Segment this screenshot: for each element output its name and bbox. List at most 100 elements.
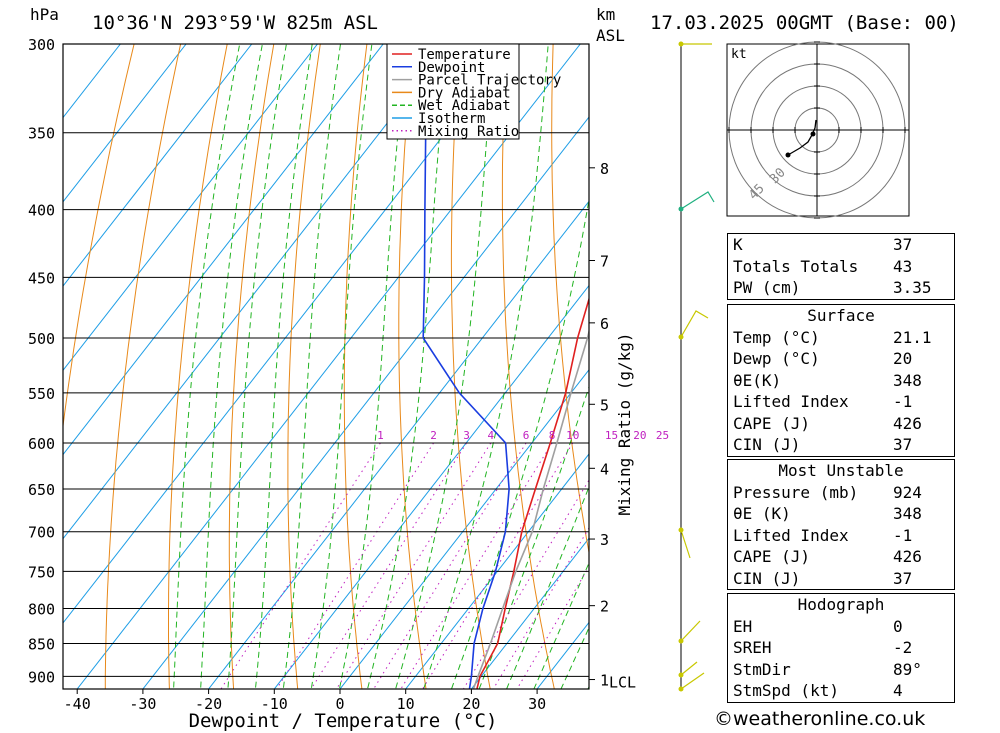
row-value: 89°	[893, 659, 922, 679]
row-value: 4	[893, 681, 903, 700]
row-value: -1	[893, 392, 913, 411]
km-label: km	[596, 5, 615, 24]
mixing-ratio-label: 3	[463, 429, 470, 442]
row-label: θE(K)	[733, 370, 782, 390]
table-row: CIN (J) 37	[728, 434, 954, 456]
mixing-ratio-line	[310, 442, 468, 689]
pressure-tick-label: 500	[28, 330, 55, 348]
row-value: 0	[893, 616, 903, 636]
row-value: 3.35	[893, 278, 932, 297]
legend-entry: Parcel Trajectory	[418, 73, 561, 89]
table-row: K 37	[728, 234, 954, 256]
wind-barb	[680, 529, 691, 559]
row-value: -1	[893, 525, 913, 545]
dry-adiabat-line	[972, 44, 1000, 708]
isotherm-line	[405, 453, 589, 689]
height-tick-label: 4	[600, 460, 609, 478]
legend-box	[386, 43, 520, 140]
asl-label: ASL	[596, 26, 625, 45]
mixing-ratio-line	[516, 565, 589, 689]
table-row: StmSpd (kt) 4	[728, 680, 954, 702]
hodograph-end-dot	[785, 152, 791, 158]
pressure-tick-label: 750	[28, 563, 55, 581]
x-tick-label: 0	[335, 695, 344, 713]
row-label: StmSpd (kt)	[733, 681, 839, 700]
row-label: Lifted Index	[733, 525, 849, 545]
row-label: CIN (J)	[733, 435, 801, 454]
table-row: Temp (°C) 21.1	[728, 327, 954, 349]
wet-adiabat-line	[173, 44, 241, 689]
row-label: θE (K)	[733, 504, 791, 523]
height-tick-label: 5	[600, 396, 609, 414]
legend-entry: Isotherm	[418, 111, 485, 127]
wind-barb	[680, 661, 698, 676]
dry-adiabat-line	[287, 44, 321, 689]
row-label: CAPE (J)	[733, 413, 811, 433]
pressure-unit-label: hPa	[30, 5, 59, 24]
row-label: StmDir	[733, 659, 791, 679]
pressure-tick-label: 800	[28, 601, 55, 619]
isotherm-line	[273, 284, 589, 689]
row-label: Temp (°C)	[733, 327, 820, 347]
row-value: 426	[893, 413, 922, 433]
wet-adiabat-line	[200, 44, 263, 689]
surface-title: Surface	[807, 306, 875, 325]
hodograph-storm-dot	[810, 131, 816, 137]
wet-adiabat-line	[254, 44, 313, 689]
row-value: 348	[893, 370, 922, 390]
row-label: CIN (J)	[733, 568, 801, 588]
date-title: 17.03.2025 00GMT (Base: 00)	[650, 12, 959, 34]
row-value: -2	[893, 638, 913, 657]
mixing-ratio-label: 4	[487, 429, 494, 442]
pressure-tick-label: 600	[28, 435, 55, 453]
isotherm-line	[207, 200, 589, 689]
x-tick-label: 10	[397, 695, 415, 713]
table-row: Pressure (mb) 924	[728, 482, 954, 504]
table-row: CAPE (J) 426	[728, 546, 954, 568]
x-axis-title: Dewpoint / Temperature (°C)	[189, 710, 498, 732]
height-tick-label: 8	[600, 160, 609, 178]
x-tick-label: -20	[195, 695, 222, 713]
legend-entry: Temperature	[418, 47, 511, 63]
mixing-ratio-label: 20	[633, 429, 646, 442]
copyright-footer[interactable]: ©weatheronline.co.uk	[714, 708, 926, 730]
hodograph-trace	[787, 119, 817, 156]
isotherm-line	[63, 44, 450, 540]
table-row: Lifted Index -1	[728, 525, 954, 547]
height-tick-label: 3	[600, 531, 609, 549]
table-row: EH 0	[728, 616, 954, 638]
x-tick-label: -10	[261, 695, 288, 713]
surface-panel: Surface Temp (°C) 21.1 Dewp (°C) 20 θE(K) 348…	[727, 304, 955, 457]
mixing-ratio-label: 1	[377, 429, 384, 442]
dry-adiabat-line	[168, 44, 228, 689]
isotherm-line	[470, 537, 589, 689]
row-label: SREH	[733, 638, 772, 657]
mixing-ratio-line	[276, 442, 435, 689]
mixing-ratio-label: 8	[549, 429, 556, 442]
most-unstable-panel: Most Unstable Pressure (mb) 924 θE (K) 348 L…	[727, 459, 955, 590]
hodograph-stats-panel: Hodograph EH 0 SREH -2 StmDir 89° StmSpd (kt) 4	[727, 593, 955, 703]
table-row: CIN (J) 37	[728, 568, 954, 590]
row-value: 20	[893, 349, 913, 368]
isotherm-line	[76, 44, 581, 689]
wind-barb	[680, 620, 701, 642]
mixing-ratio-label: 25	[656, 429, 669, 442]
row-value: 21.1	[893, 327, 932, 347]
wind-profile	[678, 41, 715, 692]
series-line-temperature	[476, 296, 589, 689]
row-label: PW (cm)	[733, 278, 801, 297]
most-unstable-title: Most Unstable	[778, 461, 904, 480]
row-value: 37	[893, 435, 913, 454]
row-value: 348	[893, 504, 922, 523]
series-line-parcel-trajectory	[472, 328, 589, 689]
row-value: 43	[893, 256, 913, 276]
x-tick-label: -30	[129, 695, 156, 713]
height-tick-label: 2	[600, 598, 609, 616]
dry-adiabat-line	[600, 44, 688, 708]
dry-adiabat-line	[228, 44, 275, 689]
wet-adiabat-line	[450, 196, 589, 689]
wind-barb	[680, 191, 715, 210]
wet-adiabat-line	[423, 44, 549, 689]
background-lines	[63, 44, 1000, 708]
